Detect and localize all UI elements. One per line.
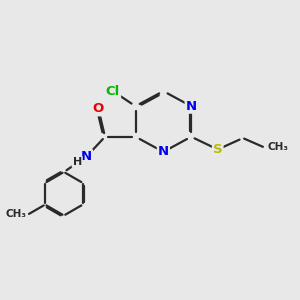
- Text: H: H: [73, 157, 82, 167]
- Text: O: O: [93, 102, 104, 116]
- Text: Cl: Cl: [106, 85, 120, 98]
- Text: N: N: [158, 146, 169, 158]
- Text: CH₃: CH₃: [267, 142, 288, 152]
- Text: N: N: [186, 100, 197, 113]
- Text: N: N: [81, 150, 92, 163]
- Text: CH₃: CH₃: [5, 209, 26, 219]
- Text: S: S: [213, 143, 223, 156]
